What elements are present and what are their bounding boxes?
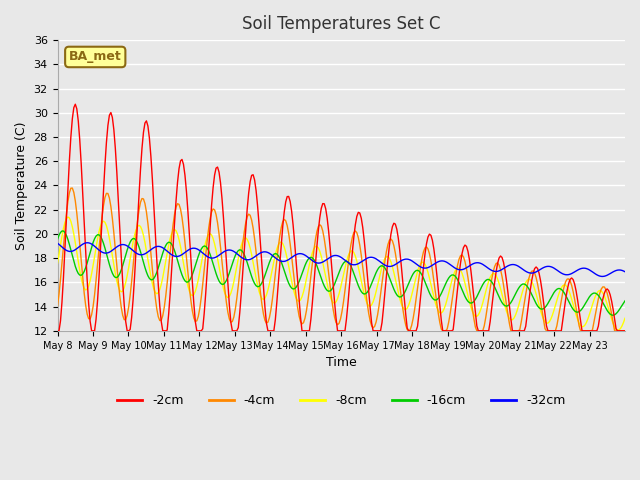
Text: BA_met: BA_met [69, 50, 122, 63]
Title: Soil Temperatures Set C: Soil Temperatures Set C [242, 15, 440, 33]
Legend: -2cm, -4cm, -8cm, -16cm, -32cm: -2cm, -4cm, -8cm, -16cm, -32cm [112, 389, 570, 412]
X-axis label: Time: Time [326, 356, 356, 369]
Y-axis label: Soil Temperature (C): Soil Temperature (C) [15, 121, 28, 250]
